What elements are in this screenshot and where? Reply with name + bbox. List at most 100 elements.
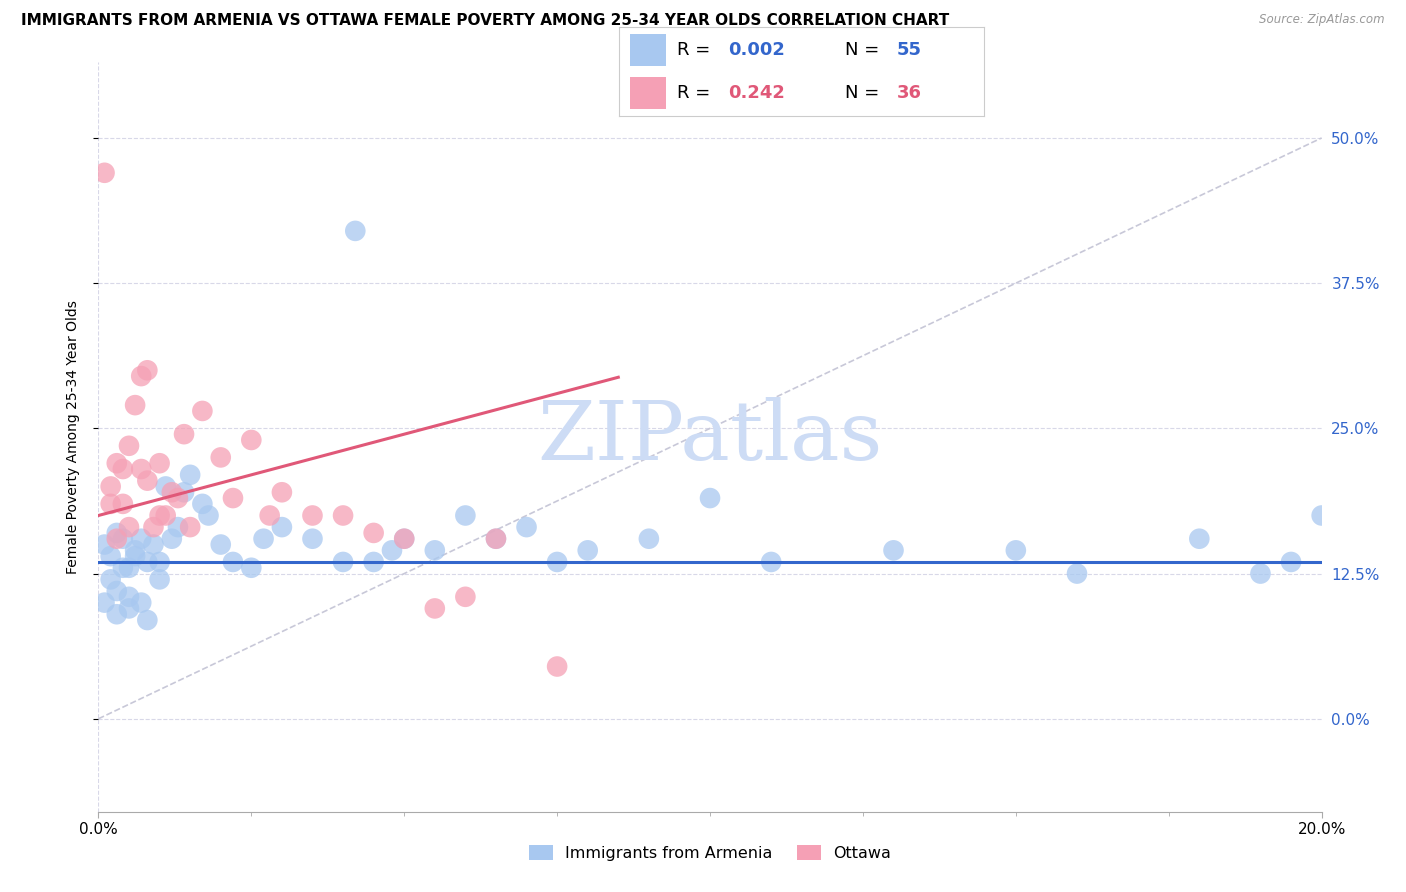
Point bbox=[699, 491, 721, 505]
Point bbox=[1066, 566, 1088, 581]
Point bbox=[118, 601, 141, 615]
Bar bbox=[630, 34, 666, 66]
Point bbox=[516, 520, 538, 534]
Point bbox=[240, 433, 263, 447]
Point bbox=[167, 491, 190, 505]
Point bbox=[118, 439, 141, 453]
Text: 0.242: 0.242 bbox=[728, 84, 785, 102]
Point bbox=[100, 479, 122, 493]
Point bbox=[454, 590, 477, 604]
Point bbox=[93, 596, 115, 610]
Point bbox=[423, 543, 446, 558]
Point bbox=[136, 555, 159, 569]
Point bbox=[124, 549, 146, 563]
Point bbox=[93, 537, 115, 551]
Text: N =: N = bbox=[845, 41, 886, 59]
Point bbox=[129, 532, 152, 546]
Point bbox=[332, 555, 354, 569]
Point bbox=[637, 532, 661, 546]
Point bbox=[118, 520, 141, 534]
Point bbox=[197, 508, 219, 523]
Point bbox=[392, 532, 416, 546]
Point bbox=[546, 555, 568, 569]
Point bbox=[155, 479, 177, 493]
Point bbox=[381, 543, 404, 558]
Point bbox=[454, 508, 477, 523]
Point bbox=[1249, 566, 1271, 581]
Point bbox=[1279, 555, 1302, 569]
Text: IMMIGRANTS FROM ARMENIA VS OTTAWA FEMALE POVERTY AMONG 25-34 YEAR OLDS CORRELATI: IMMIGRANTS FROM ARMENIA VS OTTAWA FEMALE… bbox=[21, 13, 949, 29]
Legend: Immigrants from Armenia, Ottawa: Immigrants from Armenia, Ottawa bbox=[522, 839, 898, 867]
Point bbox=[179, 467, 201, 482]
Point bbox=[209, 450, 232, 465]
Point bbox=[93, 166, 115, 180]
Point bbox=[155, 508, 177, 523]
Point bbox=[270, 485, 292, 500]
Text: R =: R = bbox=[678, 84, 716, 102]
Text: R =: R = bbox=[678, 41, 716, 59]
Point bbox=[270, 520, 292, 534]
Point bbox=[124, 398, 146, 412]
Point bbox=[105, 584, 128, 599]
Point bbox=[160, 485, 183, 500]
Point bbox=[100, 497, 122, 511]
Point bbox=[179, 520, 201, 534]
Point bbox=[344, 224, 367, 238]
Point bbox=[173, 485, 195, 500]
Point bbox=[485, 532, 508, 546]
Text: Source: ZipAtlas.com: Source: ZipAtlas.com bbox=[1260, 13, 1385, 27]
Point bbox=[105, 525, 128, 540]
Point bbox=[392, 532, 416, 546]
Point bbox=[105, 607, 128, 622]
Text: N =: N = bbox=[845, 84, 886, 102]
Point bbox=[149, 456, 172, 470]
Point bbox=[149, 508, 172, 523]
Bar bbox=[630, 77, 666, 109]
Point bbox=[167, 520, 190, 534]
Point bbox=[105, 456, 128, 470]
Point bbox=[252, 532, 274, 546]
Point bbox=[191, 497, 214, 511]
Point bbox=[173, 427, 195, 442]
Point bbox=[111, 532, 134, 546]
Point bbox=[191, 404, 214, 418]
Point bbox=[332, 508, 354, 523]
Point bbox=[240, 561, 263, 575]
Text: 0.002: 0.002 bbox=[728, 41, 785, 59]
Point bbox=[118, 590, 141, 604]
Point bbox=[111, 561, 134, 575]
Point bbox=[124, 543, 146, 558]
Point bbox=[259, 508, 281, 523]
Point bbox=[142, 520, 165, 534]
Point bbox=[105, 532, 128, 546]
Point bbox=[129, 462, 152, 476]
Point bbox=[100, 573, 122, 587]
Point bbox=[1004, 543, 1026, 558]
Point bbox=[423, 601, 446, 615]
Y-axis label: Female Poverty Among 25-34 Year Olds: Female Poverty Among 25-34 Year Olds bbox=[66, 300, 80, 574]
Point bbox=[136, 613, 159, 627]
Point bbox=[149, 555, 172, 569]
Point bbox=[363, 555, 385, 569]
Point bbox=[129, 596, 152, 610]
Point bbox=[301, 508, 323, 523]
Point bbox=[883, 543, 905, 558]
Point bbox=[759, 555, 782, 569]
Point bbox=[546, 659, 568, 673]
Point bbox=[111, 462, 134, 476]
Text: 55: 55 bbox=[897, 41, 921, 59]
Point bbox=[149, 573, 172, 587]
Point bbox=[209, 537, 232, 551]
Point bbox=[1188, 532, 1211, 546]
Point bbox=[142, 537, 165, 551]
Text: ZIPatlas: ZIPatlas bbox=[537, 397, 883, 477]
Point bbox=[222, 555, 245, 569]
Point bbox=[111, 497, 134, 511]
Point bbox=[136, 474, 159, 488]
Point bbox=[576, 543, 599, 558]
Point bbox=[129, 369, 152, 384]
Point bbox=[118, 561, 141, 575]
Point bbox=[136, 363, 159, 377]
Point bbox=[160, 532, 183, 546]
Point bbox=[485, 532, 508, 546]
